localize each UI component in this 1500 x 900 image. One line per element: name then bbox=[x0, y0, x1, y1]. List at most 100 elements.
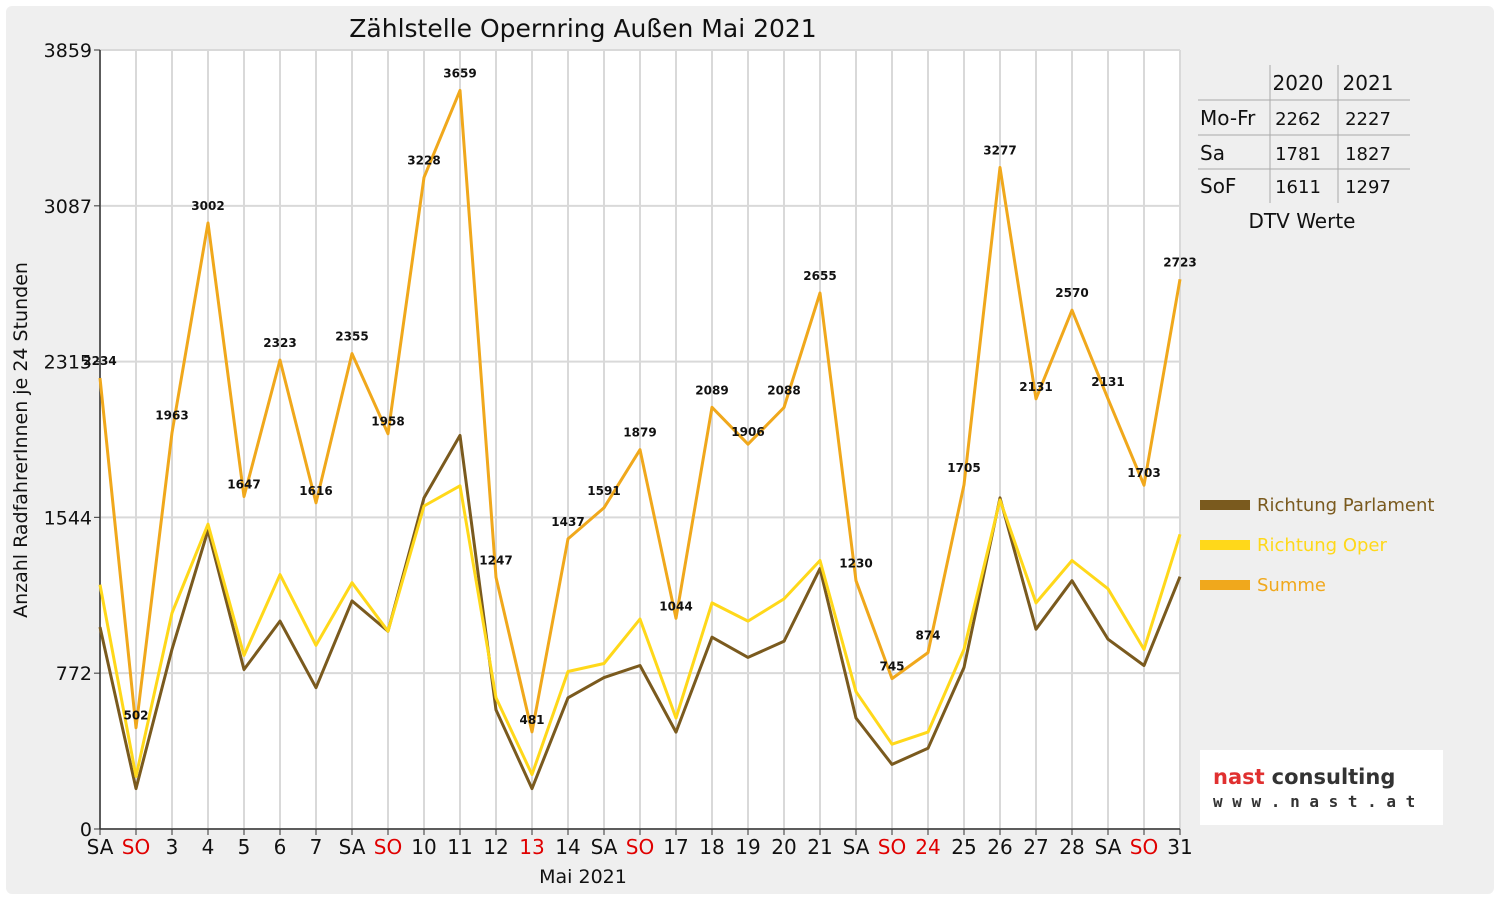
x-tick-label: 25 bbox=[951, 835, 976, 859]
x-tick-label: 26 bbox=[987, 835, 1012, 859]
y-tick-label: 2315 bbox=[44, 352, 92, 374]
x-tick-label: 13 bbox=[519, 835, 544, 859]
x-tick-label: SA bbox=[843, 835, 870, 859]
data-label: 1906 bbox=[731, 425, 764, 439]
y-tick-label: 3859 bbox=[44, 40, 92, 62]
data-labels: 2234 502 1963 3002 1647 2323 1616 2355 1958 3228 3… bbox=[83, 66, 1196, 727]
dtv-cell: 2262 bbox=[1275, 109, 1321, 130]
data-label: 2355 bbox=[335, 330, 368, 344]
x-tick-label: 14 bbox=[555, 835, 580, 859]
nast-consulting-logo: nast consulting w w w . n a s t . a t bbox=[1200, 750, 1443, 825]
data-label: 1705 bbox=[947, 461, 980, 475]
x-tick-label: 7 bbox=[310, 835, 323, 859]
x-tick-label: 28 bbox=[1059, 835, 1084, 859]
x-tick-label: 17 bbox=[663, 835, 688, 859]
x-axis-title: Mai 2021 bbox=[539, 866, 627, 888]
dtv-table: 2020 2021 Mo-Fr 2262 2227 Sa 1781 1827 S… bbox=[1198, 65, 1410, 233]
data-label: 1703 bbox=[1127, 466, 1160, 480]
data-label: 481 bbox=[519, 713, 544, 727]
x-tick-label: 18 bbox=[699, 835, 724, 859]
x-tick-label: 31 bbox=[1167, 835, 1192, 859]
dtv-cell: 1611 bbox=[1275, 177, 1321, 198]
data-label: 3002 bbox=[191, 199, 224, 213]
chart-title: Zählstelle Opernring Außen Mai 2021 bbox=[349, 14, 816, 43]
series-line-oper bbox=[98, 484, 1182, 778]
data-label: 502 bbox=[123, 709, 148, 723]
x-tick-label: 10 bbox=[411, 835, 436, 859]
legend: Richtung Parlament Richtung Oper Summe bbox=[1200, 495, 1434, 596]
legend-swatch-summe bbox=[1200, 580, 1250, 590]
legend-label-parlament: Richtung Parlament bbox=[1257, 495, 1434, 516]
data-label: 1044 bbox=[659, 599, 692, 613]
x-tick-label: SA bbox=[339, 835, 366, 859]
legend-label-oper: Richtung Oper bbox=[1257, 535, 1388, 556]
dtv-cell: 2227 bbox=[1345, 109, 1391, 130]
data-label: 3277 bbox=[983, 143, 1016, 157]
series-line-summe bbox=[98, 88, 1182, 734]
y-tick-label: 0 bbox=[80, 819, 92, 841]
x-tick-label: 24 bbox=[915, 835, 940, 859]
data-label: 2570 bbox=[1055, 286, 1088, 300]
dtv-header-2020: 2020 bbox=[1273, 71, 1324, 95]
data-label: 1591 bbox=[587, 484, 620, 498]
data-label: 2131 bbox=[1091, 375, 1124, 389]
data-label: 2088 bbox=[767, 384, 800, 398]
logo-word-consulting: consulting bbox=[1272, 765, 1396, 789]
dtv-row-label: Mo-Fr bbox=[1200, 106, 1256, 130]
x-tick-label: 3 bbox=[166, 835, 179, 859]
legend-swatch-oper bbox=[1200, 540, 1250, 550]
data-label: 3228 bbox=[407, 153, 440, 167]
data-label: 745 bbox=[879, 660, 904, 674]
x-tick-label: 4 bbox=[202, 835, 215, 859]
x-tick-label: SO bbox=[878, 835, 906, 859]
legend-swatch-parlament bbox=[1200, 500, 1250, 510]
dtv-header-2021: 2021 bbox=[1343, 71, 1394, 95]
x-tick-label: SO bbox=[122, 835, 150, 859]
logo-wordmark: nast consulting bbox=[1213, 765, 1395, 789]
x-tick-label: 19 bbox=[735, 835, 760, 859]
legend-label-summe: Summe bbox=[1257, 575, 1326, 596]
axes: 0 772 1544 2315 3087 3859 SA SO 3 4 5 6 7 SA SO 10 11 12 1… bbox=[44, 40, 1193, 859]
dtv-row-label: SoF bbox=[1200, 174, 1236, 198]
x-tick-label: 20 bbox=[771, 835, 796, 859]
y-tick-label: 772 bbox=[56, 663, 92, 685]
data-label: 2234 bbox=[83, 354, 116, 368]
logo-word-nast: nast bbox=[1213, 765, 1265, 789]
x-tick-label: 27 bbox=[1023, 835, 1048, 859]
data-label: 3659 bbox=[443, 66, 476, 80]
x-tick-label: 21 bbox=[807, 835, 832, 859]
data-label: 874 bbox=[915, 629, 940, 643]
dtv-cell: 1827 bbox=[1345, 144, 1391, 165]
data-label: 1437 bbox=[551, 515, 584, 529]
data-label: 1879 bbox=[623, 426, 656, 440]
y-axis-title: Anzahl RadfahrerInnen je 24 Stunden bbox=[10, 262, 32, 618]
dtv-cell: 1297 bbox=[1345, 177, 1391, 198]
data-label: 2723 bbox=[1163, 255, 1196, 269]
x-tick-label: SA bbox=[87, 835, 114, 859]
x-tick-label: SA bbox=[1095, 835, 1122, 859]
dtv-row-label: Sa bbox=[1200, 141, 1225, 165]
data-label: 2323 bbox=[263, 336, 296, 350]
logo-url: w w w . n a s t . a t bbox=[1213, 792, 1415, 811]
data-label: 2131 bbox=[1019, 380, 1052, 394]
data-label: 1963 bbox=[155, 409, 188, 423]
dtv-cell: 1781 bbox=[1275, 144, 1321, 165]
series-lines bbox=[98, 88, 1182, 791]
data-label: 1247 bbox=[479, 553, 512, 567]
logo-box bbox=[1200, 750, 1443, 825]
x-tick-label: 12 bbox=[483, 835, 508, 859]
data-label: 1958 bbox=[371, 415, 404, 429]
data-label: 1647 bbox=[227, 478, 260, 492]
x-tick-label: 6 bbox=[274, 835, 287, 859]
x-tick-label: SO bbox=[1130, 835, 1158, 859]
y-tick-label: 1544 bbox=[44, 507, 92, 529]
x-tick-label: 11 bbox=[447, 835, 472, 859]
x-tick-label: SO bbox=[626, 835, 654, 859]
data-label: 1230 bbox=[839, 557, 872, 571]
x-tick-label: 5 bbox=[238, 835, 251, 859]
data-label: 1616 bbox=[299, 484, 332, 498]
y-tick-label: 3087 bbox=[44, 196, 92, 218]
x-tick-label: SA bbox=[591, 835, 618, 859]
series-line-parlament bbox=[98, 433, 1182, 791]
data-label: 2655 bbox=[803, 269, 836, 283]
